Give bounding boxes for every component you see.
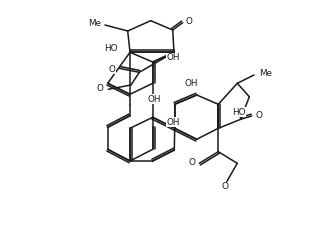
Text: OH: OH (167, 54, 180, 63)
Text: OH: OH (167, 118, 180, 127)
Text: OH: OH (185, 79, 198, 88)
Text: O: O (186, 17, 192, 26)
Text: O: O (221, 182, 228, 191)
Text: O: O (96, 84, 103, 93)
Text: OH: OH (147, 95, 161, 104)
Text: HO: HO (105, 44, 118, 53)
Text: HO: HO (232, 108, 246, 117)
Text: Me: Me (259, 69, 272, 79)
Text: O: O (109, 65, 115, 74)
Text: O: O (188, 158, 195, 167)
Text: O: O (256, 111, 263, 121)
Text: Me: Me (88, 20, 101, 29)
